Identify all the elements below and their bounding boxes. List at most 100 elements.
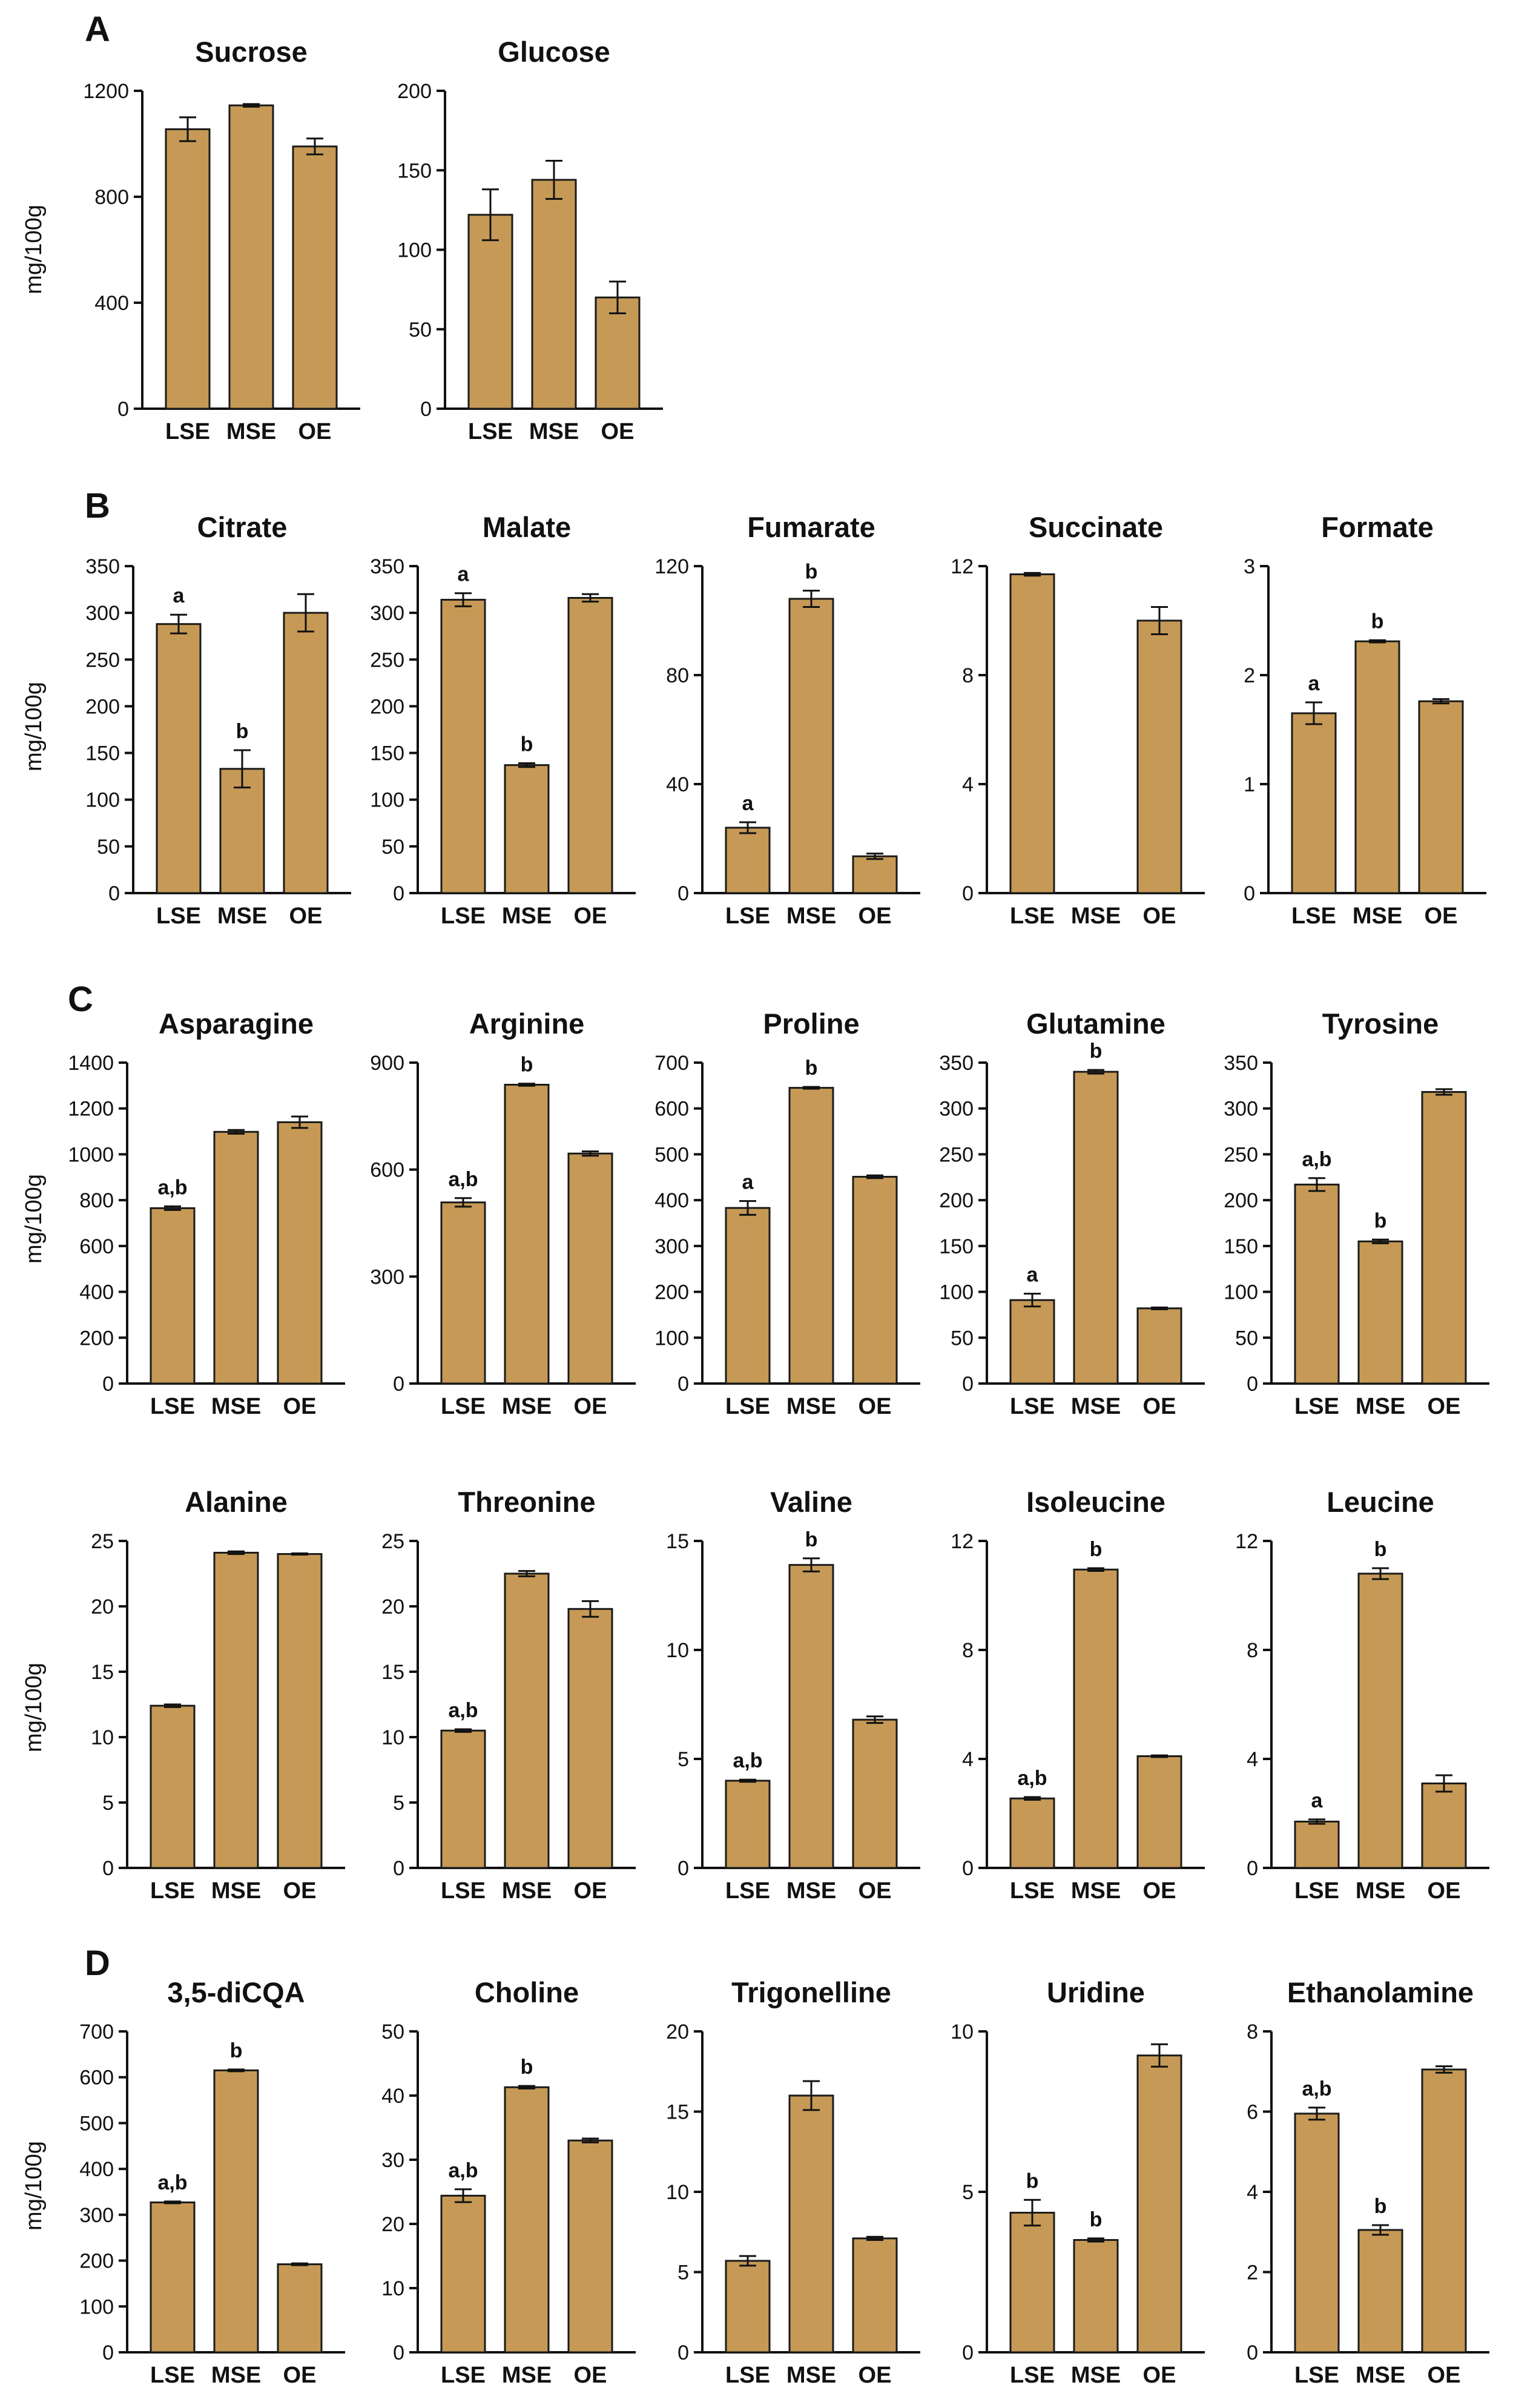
y-tick-label: 12 — [951, 555, 974, 578]
y-tick-label: 0 — [677, 1857, 689, 1880]
y-axis-label-row-c1: mg/100g — [21, 1174, 47, 1264]
x-tick-label: LSE — [150, 2363, 195, 2388]
chart-citrate: Citrate 0 50 100 150 200 250 300 350 a LSE b MSE OE — [85, 511, 351, 929]
panel-label-c: C — [68, 980, 93, 1019]
significance-label: a — [742, 792, 754, 815]
bar-lse — [467, 214, 513, 410]
x-tick-label: OE — [1425, 903, 1458, 929]
y-tick-label: 350 — [939, 1052, 974, 1075]
y-tick-label: 50 — [1235, 1327, 1258, 1350]
bar-mse — [213, 1551, 259, 1869]
y-tick-label: 0 — [393, 882, 404, 905]
bar-oe — [1421, 2068, 1467, 2354]
y-tick-label: 12 — [951, 1530, 974, 1553]
bar-mse — [788, 2094, 834, 2354]
y-tick-label: 10 — [381, 2277, 404, 2300]
significance-label: b — [1374, 1209, 1387, 1232]
chart-ethanolamine: Ethanolamine 0 2 4 6 8 a,b LSE b MSE OE — [1247, 1976, 1489, 2388]
chart-alanine: Alanine 0 5 10 15 20 25 LSE MSE OE — [91, 1486, 345, 1904]
significance-label: b — [521, 1054, 533, 1077]
y-tick-label: 200 — [85, 695, 120, 718]
bar-mse — [228, 104, 274, 410]
y-tick-label: 200 — [397, 80, 432, 103]
chart-valine: Valine 0 5 10 15 a,b LSE b MSE OE — [666, 1486, 920, 1904]
bar-lse — [1294, 1183, 1340, 1385]
x-tick-label: LSE — [156, 903, 201, 929]
x-tick-label: LSE — [1010, 2363, 1055, 2388]
y-tick-label: 20 — [666, 2020, 689, 2044]
y-tick-label: 150 — [370, 742, 404, 765]
bar-oe — [277, 1121, 323, 1385]
y-tick-label: 8 — [1247, 2020, 1258, 2044]
y-tick-label: 40 — [666, 773, 689, 796]
significance-label: b — [805, 561, 818, 584]
y-tick-label: 250 — [939, 1143, 974, 1166]
chart-title: Isoleucine — [1026, 1486, 1165, 1518]
significance-label: a,b — [448, 1168, 478, 1191]
y-tick-label: 0 — [393, 2341, 404, 2364]
x-tick-label: MSE — [786, 1394, 836, 1419]
y-tick-label: 150 — [397, 159, 432, 182]
bar-lse — [1009, 573, 1055, 894]
chart-glutamine: Glutamine 0 50 100 150 200 250 300 350 a LSE b MSE OE — [939, 1008, 1205, 1419]
y-tick-label: 300 — [85, 602, 120, 625]
significance-label: b — [1090, 1040, 1103, 1063]
y-axis-label-row-d: mg/100g — [21, 2141, 47, 2231]
chart-title: Formate — [1321, 511, 1433, 543]
x-tick-label: LSE — [441, 1394, 486, 1419]
y-tick-label: 0 — [108, 882, 120, 905]
bar-lse — [440, 599, 486, 894]
x-tick-label: OE — [1428, 1878, 1461, 1904]
y-tick-label: 20 — [91, 1595, 114, 1618]
y-tick-label: 8 — [1247, 1639, 1258, 1662]
bar-oe — [1421, 1090, 1467, 1385]
y-tick-label: 15 — [666, 1530, 689, 1553]
x-tick-label: OE — [859, 1394, 892, 1419]
panel-label-a: A — [85, 10, 110, 49]
panel-label-d: D — [85, 1944, 110, 1983]
significance-label: b — [805, 1057, 818, 1080]
x-tick-label: LSE — [725, 1878, 770, 1904]
y-tick-label: 5 — [677, 1748, 689, 1771]
bar-oe — [852, 1718, 898, 1869]
x-tick-label: LSE — [441, 2363, 486, 2388]
y-tick-label: 250 — [85, 648, 120, 671]
bar-mse — [1073, 2239, 1119, 2354]
y-tick-label: 300 — [939, 1098, 974, 1121]
bar-lse — [440, 1729, 486, 1869]
chart-title: 3,5-diCQA — [167, 1976, 305, 2008]
y-tick-label: 350 — [85, 555, 120, 578]
y-tick-label: 100 — [654, 1327, 689, 1350]
significance-label: a,b — [448, 1699, 478, 1722]
y-tick-label: 400 — [79, 2158, 114, 2181]
y-tick-label: 100 — [85, 789, 120, 812]
x-tick-label: LSE — [725, 2363, 770, 2388]
x-tick-label: LSE — [150, 1394, 195, 1419]
chart-threonine: Threonine 0 5 10 15 20 25 a,b LSE MSE OE — [381, 1486, 636, 1904]
chart-title: Malate — [483, 511, 571, 543]
bar-mse — [788, 1564, 834, 1869]
chart-title: Uridine — [1047, 1976, 1145, 2008]
y-axis-labels: mg/100g mg/100g mg/100g mg/100g mg/100g — [21, 205, 47, 2231]
bar-mse — [1073, 1070, 1119, 1385]
y-tick-label: 0 — [117, 398, 129, 421]
bar-lse — [725, 2260, 771, 2354]
x-tick-label: MSE — [529, 419, 579, 444]
bar-mse — [213, 2069, 259, 2354]
significance-label: a — [458, 563, 470, 586]
y-tick-label: 4 — [962, 773, 974, 796]
x-tick-label: MSE — [502, 2363, 552, 2388]
chart-glucose: Glucose 0 50 100 150 200 LSE MSE OE — [397, 36, 663, 444]
chart-title: Tyrosine — [1322, 1008, 1439, 1040]
y-tick-label: 12 — [1235, 1530, 1258, 1553]
chart-malate: Malate 0 50 100 150 200 250 300 350 a LSE b MSE OE — [370, 511, 636, 929]
y-tick-label: 0 — [393, 1857, 404, 1880]
y-tick-label: 15 — [91, 1661, 114, 1684]
bar-lse — [440, 1201, 486, 1385]
bar-lse — [440, 2194, 486, 2354]
y-tick-label: 5 — [962, 2181, 974, 2204]
x-tick-label: MSE — [1071, 903, 1121, 929]
y-tick-label: 0 — [677, 2341, 689, 2364]
